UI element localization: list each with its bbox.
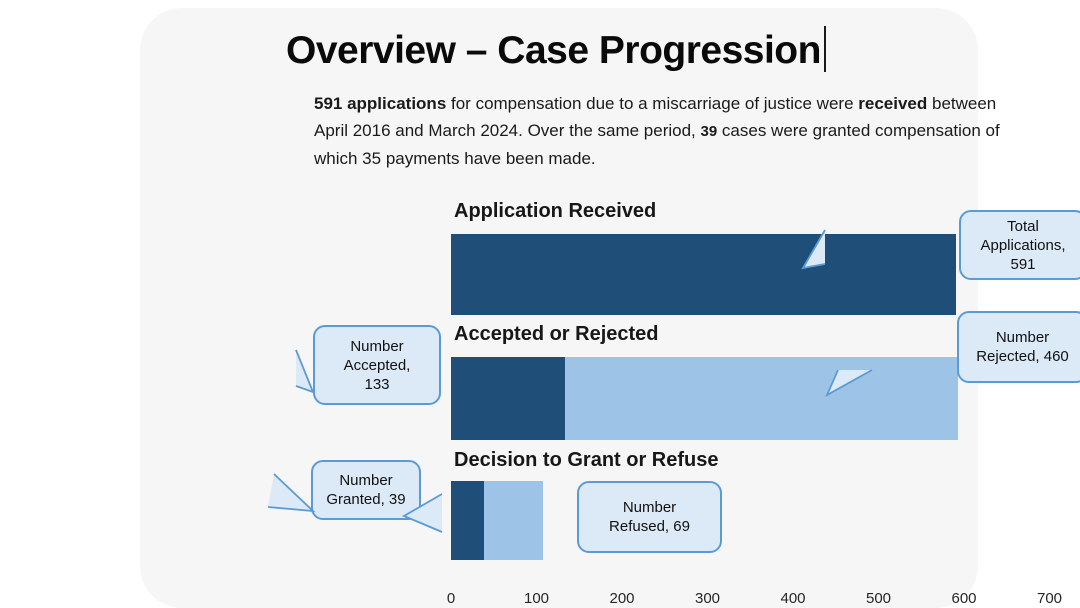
intro-paragraph[interactable]: 591 applications for compensation due to… [314,90,1034,172]
intro-text-segment: 39 [700,123,718,140]
bar-segment-number-refused[interactable] [484,481,544,560]
x-axis-tick-label: 0 [446,590,456,607]
callout-line: Applications, [980,236,1066,254]
callout-line: Refused, 69 [609,518,690,535]
bar-row-heading: Accepted or Rejected [454,323,659,345]
x-axis-tick-label: 600 [951,590,977,607]
bar-segment-number-granted[interactable] [451,481,485,560]
callout-line: Accepted, [343,356,411,374]
callout-line: Number [350,337,404,355]
callout-line: Number [622,499,677,516]
intro-text-segment: cases were granted compensation of which… [314,121,1000,168]
callout-line: 591 [1010,255,1036,273]
text-cursor [823,26,826,72]
bar-segment-number-rejected[interactable] [564,357,958,440]
callout-number-granted[interactable]: Number Granted, 39 [311,460,421,520]
callout-line: Rejected, 460 [976,348,1069,365]
callout-line: Total [1007,217,1039,235]
intro-text-segment: for compensation due to a miscarriage of… [446,94,859,113]
slide-title-text: Overview – Case Progression [286,29,821,72]
intro-text-segment: received [858,94,928,113]
x-axis-tick-label: 400 [780,590,806,607]
callout-line: Number [339,472,393,489]
callout-number-accepted[interactable]: Number Accepted, 133 [313,325,441,405]
x-axis-tick-label: 300 [694,590,721,607]
slide-title[interactable]: Overview – Case Progression [286,26,826,73]
x-axis-tick-label: 500 [865,590,892,607]
x-axis-tick-label: 200 [609,590,635,607]
bar-row-heading: Decision to Grant or Refuse [454,449,719,471]
slide[interactable]: Overview – Case Progression 591 applicat… [140,8,1080,608]
callout-number-refused[interactable]: Number Refused, 69 [577,481,722,553]
callout-line: 133 [364,375,390,393]
intro-text-segment: between April 2016 and March 2024. Over … [314,94,997,140]
callout-line: Number [995,329,1050,346]
bar-segment-number-accepted[interactable] [451,357,565,440]
x-axis-tick-label: 700 [1036,590,1063,607]
callout-line: Granted, 39 [326,491,406,508]
bar-row-heading: Application Received [454,200,657,222]
bar-segment-total-applications[interactable] [451,234,957,315]
intro-text-segment: 591 applications [314,94,447,113]
x-axis-tick-label: 100 [523,590,550,607]
callout-total-applications[interactable]: Total Applications, 591 [959,210,1080,280]
callout-number-rejected[interactable]: Number Rejected, 460 [957,311,1080,383]
